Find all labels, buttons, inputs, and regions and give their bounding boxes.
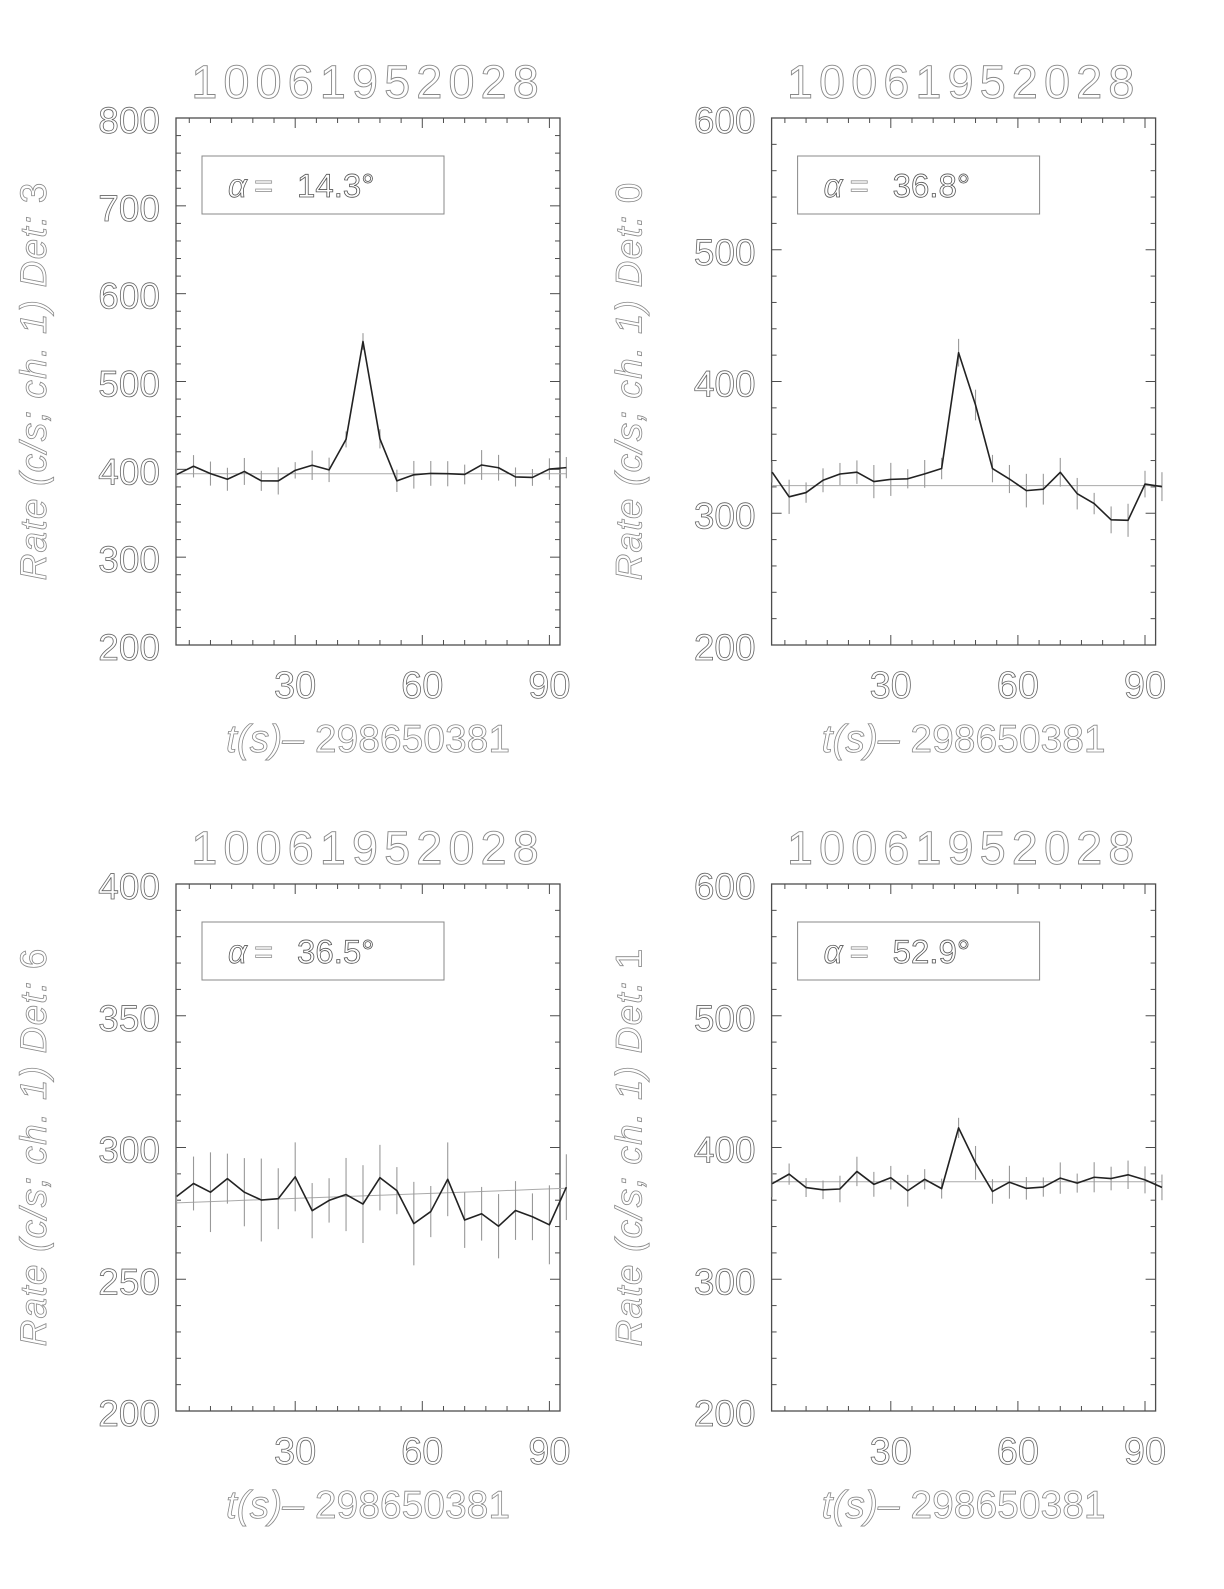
svg-text:=: =: [850, 167, 869, 204]
svg-text:500: 500: [98, 364, 160, 405]
svg-text:60: 60: [997, 665, 1039, 707]
svg-text:400: 400: [694, 364, 756, 405]
svg-text:250: 250: [98, 1261, 160, 1302]
svg-text:α: α: [228, 167, 248, 204]
svg-text:60: 60: [401, 665, 443, 707]
svg-text:t(s)– 298650381: t(s)– 298650381: [226, 1484, 510, 1527]
svg-text:400: 400: [98, 451, 160, 492]
svg-text:=: =: [254, 933, 273, 970]
svg-text:36.5°: 36.5°: [297, 933, 374, 970]
svg-text:52.9°: 52.9°: [893, 933, 970, 970]
svg-text:60: 60: [401, 1431, 443, 1473]
svg-text:500: 500: [694, 998, 756, 1039]
svg-text:=: =: [850, 933, 869, 970]
svg-text:36.8°: 36.8°: [893, 167, 970, 204]
svg-text:400: 400: [694, 1130, 756, 1171]
svg-text:90: 90: [528, 1431, 570, 1473]
svg-text:α: α: [824, 933, 844, 970]
svg-text:10061952028: 10061952028: [191, 821, 545, 874]
svg-text:10061952028: 10061952028: [787, 821, 1141, 874]
svg-text:Rate (c/s; ch. 1) Det: 0: Rate (c/s; ch. 1) Det: 0: [609, 183, 650, 581]
svg-text:200: 200: [694, 1393, 756, 1434]
svg-text:30: 30: [274, 1431, 316, 1473]
svg-text:600: 600: [98, 276, 160, 317]
svg-text:α: α: [824, 167, 844, 204]
svg-text:200: 200: [98, 1393, 160, 1434]
svg-text:800: 800: [98, 100, 160, 141]
svg-text:600: 600: [694, 866, 756, 907]
svg-text:200: 200: [694, 627, 756, 668]
svg-text:700: 700: [98, 188, 160, 229]
svg-text:300: 300: [98, 1130, 160, 1171]
svg-text:30: 30: [870, 1431, 912, 1473]
svg-text:t(s)– 298650381: t(s)– 298650381: [822, 718, 1106, 761]
svg-text:90: 90: [1124, 1431, 1166, 1473]
svg-text:300: 300: [98, 539, 160, 580]
svg-text:90: 90: [528, 665, 570, 707]
svg-text:=: =: [254, 167, 273, 204]
svg-text:Rate (c/s; ch. 1) Det: 6: Rate (c/s; ch. 1) Det: 6: [13, 949, 54, 1347]
svg-text:t(s)– 298650381: t(s)– 298650381: [226, 718, 510, 761]
svg-text:10061952028: 10061952028: [191, 55, 545, 108]
svg-text:60: 60: [997, 1431, 1039, 1473]
svg-text:600: 600: [694, 100, 756, 141]
svg-text:10061952028: 10061952028: [787, 55, 1141, 108]
svg-text:30: 30: [274, 665, 316, 707]
svg-text:α: α: [228, 933, 248, 970]
svg-text:500: 500: [694, 232, 756, 273]
svg-text:14.3°: 14.3°: [297, 167, 374, 204]
svg-text:t(s)– 298650381: t(s)– 298650381: [822, 1484, 1106, 1527]
svg-text:300: 300: [694, 1261, 756, 1302]
svg-text:Rate (c/s; ch. 1) Det: 1: Rate (c/s; ch. 1) Det: 1: [609, 949, 650, 1347]
svg-text:350: 350: [98, 998, 160, 1039]
svg-text:400: 400: [98, 866, 160, 907]
svg-text:300: 300: [694, 495, 756, 536]
svg-text:200: 200: [98, 627, 160, 668]
svg-text:Rate (c/s; ch. 1) Det: 3: Rate (c/s; ch. 1) Det: 3: [13, 183, 54, 581]
svg-text:30: 30: [870, 665, 912, 707]
svg-text:90: 90: [1124, 665, 1166, 707]
